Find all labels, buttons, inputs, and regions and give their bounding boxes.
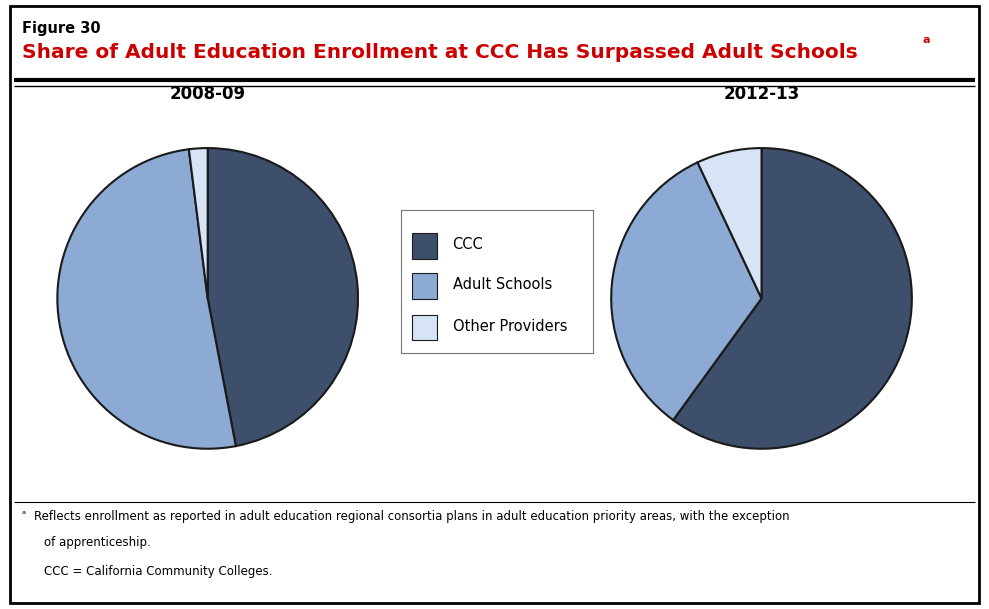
Wedge shape — [57, 149, 235, 449]
Wedge shape — [611, 163, 762, 420]
Text: Adult Schools: Adult Schools — [453, 277, 552, 292]
Text: Share of Adult Education Enrollment at CCC Has Surpassed Adult Schools: Share of Adult Education Enrollment at C… — [22, 43, 857, 62]
Bar — [412, 273, 437, 299]
Wedge shape — [674, 148, 912, 449]
Text: CCC = California Community Colleges.: CCC = California Community Colleges. — [44, 565, 272, 578]
Wedge shape — [189, 148, 208, 298]
Title: 2008-09: 2008-09 — [170, 85, 245, 104]
Text: a: a — [923, 35, 931, 45]
Bar — [412, 233, 437, 259]
Text: Other Providers: Other Providers — [453, 319, 567, 334]
Text: of apprenticeship.: of apprenticeship. — [44, 536, 150, 549]
Text: Reflects enrollment as reported in adult education regional consortia plans in a: Reflects enrollment as reported in adult… — [34, 510, 789, 523]
Title: 2012-13: 2012-13 — [723, 85, 800, 104]
Wedge shape — [697, 148, 762, 298]
Text: CCC: CCC — [453, 237, 484, 252]
Text: Figure 30: Figure 30 — [22, 21, 100, 37]
Bar — [412, 315, 437, 340]
Wedge shape — [208, 148, 358, 446]
Text: ᵃ: ᵃ — [22, 510, 26, 520]
